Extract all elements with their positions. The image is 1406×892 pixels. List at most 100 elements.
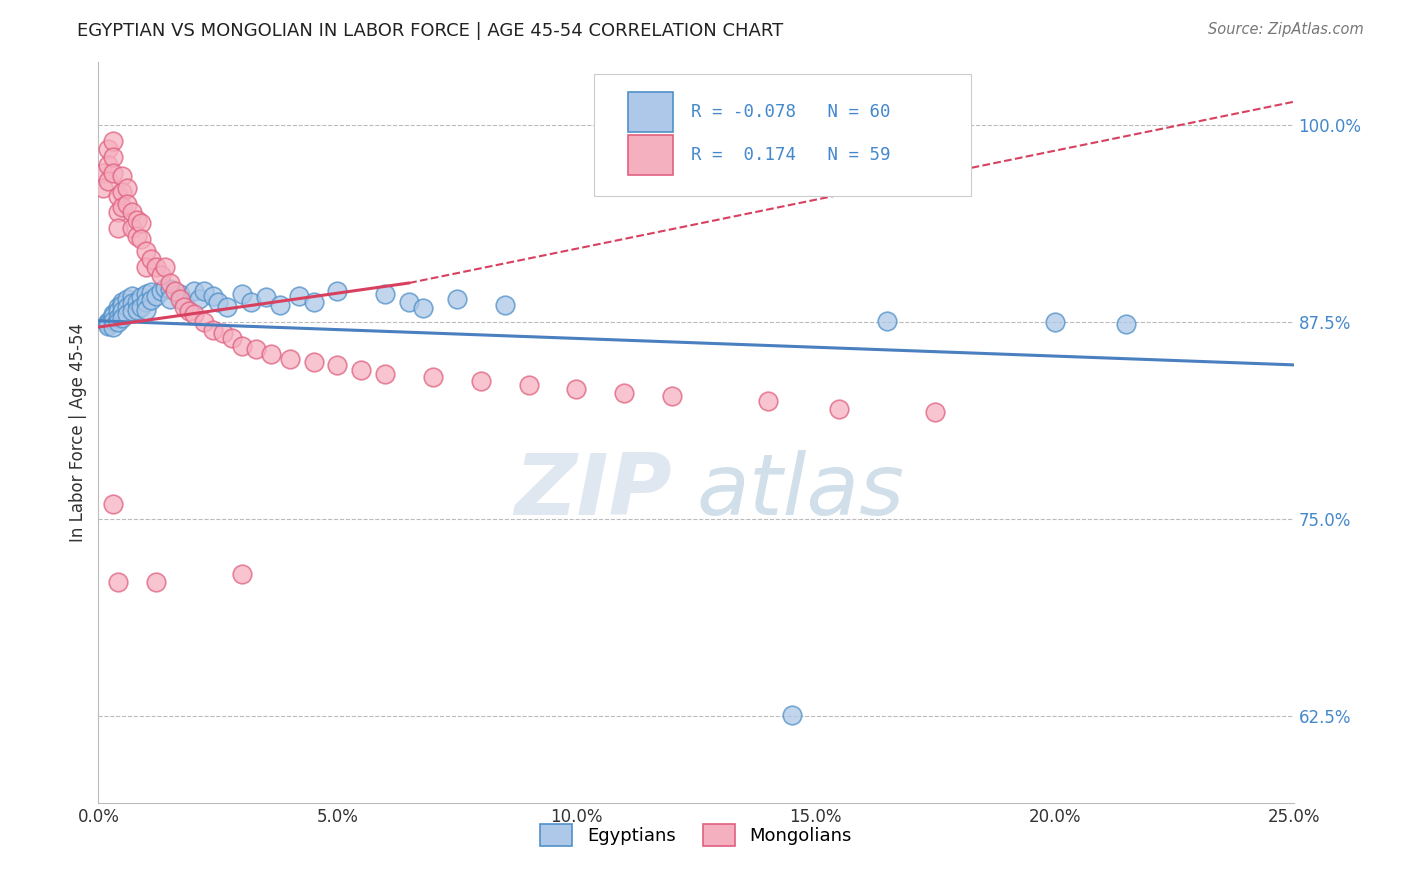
- Point: [97, 173, 120, 187]
- Text: R = -0.078   N = 60: R = -0.078 N = 60: [692, 103, 890, 121]
- Point: [97, 158, 120, 172]
- Point: [278, 351, 301, 366]
- Point: [217, 300, 239, 314]
- Text: Source: ZipAtlas.com: Source: ZipAtlas.com: [1208, 22, 1364, 37]
- Point: [221, 331, 243, 345]
- Point: [131, 216, 153, 230]
- Point: [135, 294, 157, 309]
- Point: [101, 496, 124, 510]
- Point: [97, 318, 120, 333]
- Point: [326, 284, 349, 298]
- Point: [111, 298, 134, 312]
- Point: [107, 300, 129, 314]
- Point: [121, 296, 143, 310]
- Point: [107, 304, 129, 318]
- Point: [350, 362, 373, 376]
- Point: [139, 293, 162, 308]
- Point: [259, 347, 281, 361]
- Point: [97, 317, 120, 331]
- Point: [131, 300, 153, 314]
- Point: [101, 308, 124, 322]
- Point: [91, 166, 114, 180]
- Point: [302, 355, 325, 369]
- Point: [121, 304, 143, 318]
- Point: [121, 288, 143, 302]
- Point: [125, 213, 148, 227]
- Point: [159, 276, 181, 290]
- Point: [125, 302, 148, 317]
- Point: [183, 308, 205, 322]
- Point: [269, 298, 291, 312]
- FancyBboxPatch shape: [628, 135, 673, 176]
- Point: [101, 150, 124, 164]
- Point: [412, 301, 434, 315]
- Point: [231, 567, 253, 582]
- Point: [107, 205, 129, 219]
- Point: [97, 315, 120, 329]
- Point: [756, 394, 779, 409]
- Point: [245, 342, 267, 356]
- Point: [107, 189, 129, 203]
- Point: [139, 252, 162, 267]
- Point: [470, 374, 492, 388]
- Point: [202, 323, 225, 337]
- Text: ZIP: ZIP: [515, 450, 672, 533]
- Point: [326, 358, 349, 372]
- Point: [101, 309, 124, 323]
- Point: [202, 288, 225, 302]
- Point: [173, 300, 195, 314]
- Point: [924, 405, 946, 419]
- Point: [374, 287, 396, 301]
- Point: [446, 292, 468, 306]
- Point: [111, 200, 134, 214]
- Y-axis label: In Labor Force | Age 45-54: In Labor Force | Age 45-54: [69, 323, 87, 542]
- Point: [101, 320, 124, 334]
- Text: R =  0.174   N = 59: R = 0.174 N = 59: [692, 146, 890, 164]
- Point: [131, 232, 153, 246]
- Point: [101, 134, 124, 148]
- Point: [101, 166, 124, 180]
- Point: [517, 378, 540, 392]
- FancyBboxPatch shape: [595, 73, 972, 195]
- Point: [179, 304, 201, 318]
- Point: [193, 315, 215, 329]
- Point: [231, 287, 253, 301]
- Point: [159, 292, 181, 306]
- Point: [613, 386, 636, 401]
- Point: [97, 142, 120, 156]
- Point: [145, 288, 167, 302]
- Point: [422, 370, 444, 384]
- Point: [159, 282, 181, 296]
- Point: [139, 285, 162, 300]
- Point: [193, 284, 215, 298]
- Point: [149, 284, 172, 298]
- Point: [780, 707, 803, 722]
- Point: [125, 294, 148, 309]
- Point: [145, 260, 167, 275]
- Point: [211, 326, 233, 341]
- Point: [135, 244, 157, 259]
- Point: [398, 294, 420, 309]
- Point: [155, 281, 177, 295]
- Point: [101, 314, 124, 328]
- Point: [254, 290, 277, 304]
- Legend: Egyptians, Mongolians: Egyptians, Mongolians: [540, 823, 852, 846]
- Point: [169, 292, 191, 306]
- Point: [173, 294, 195, 309]
- Point: [565, 382, 588, 396]
- FancyBboxPatch shape: [628, 92, 673, 132]
- Point: [107, 220, 129, 235]
- Point: [240, 294, 263, 309]
- Point: [155, 260, 177, 275]
- Point: [111, 185, 134, 199]
- Point: [107, 575, 129, 590]
- Point: [121, 220, 143, 235]
- Point: [115, 181, 138, 195]
- Point: [125, 228, 148, 243]
- Point: [207, 294, 229, 309]
- Point: [169, 287, 191, 301]
- Point: [111, 169, 134, 183]
- Point: [91, 181, 114, 195]
- Point: [828, 402, 851, 417]
- Point: [494, 298, 516, 312]
